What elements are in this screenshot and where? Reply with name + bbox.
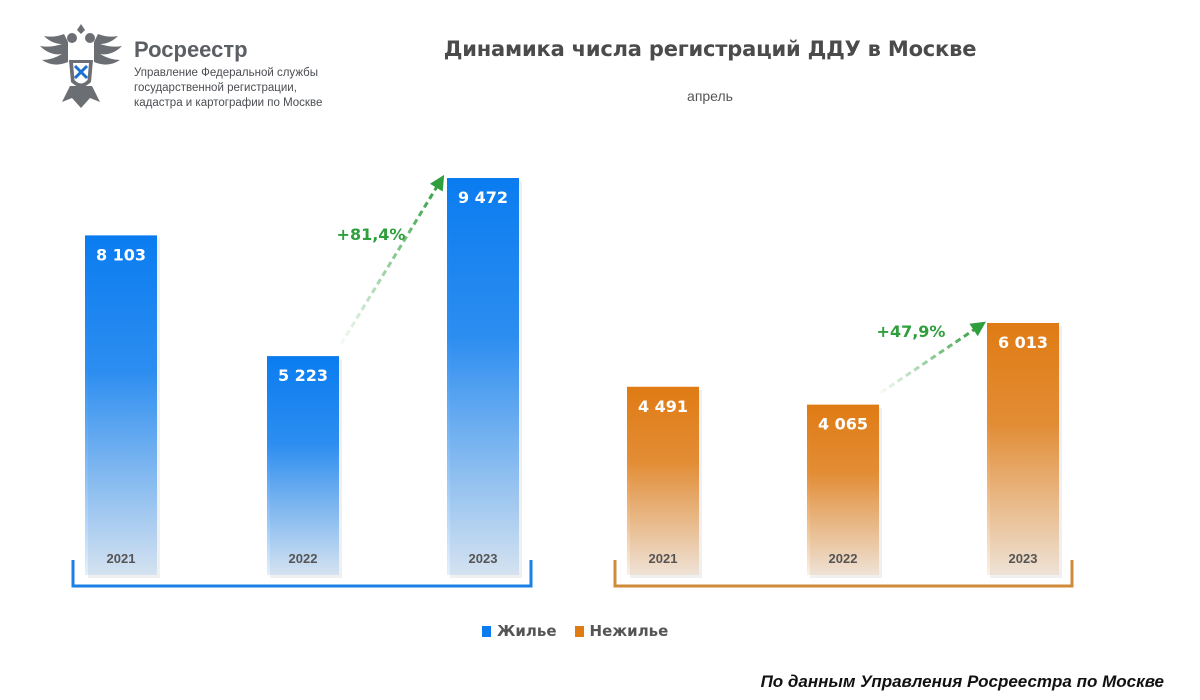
growth-arrow — [880, 321, 986, 394]
legend-item-housing: Жилье — [482, 622, 557, 640]
bar-value-label: 8 103 — [96, 245, 146, 264]
bar-value-label: 9 472 — [458, 188, 508, 207]
bar-nonresidential-2022 — [807, 404, 879, 575]
bar-value-label: 5 223 — [278, 366, 328, 385]
bar-housing-2021 — [85, 235, 157, 575]
org-subtitle-line: Управление Федеральной службы — [134, 67, 318, 79]
category-label: 2021 — [649, 551, 678, 566]
category-label: 2021 — [107, 551, 136, 566]
bar-value-label: 4 491 — [638, 397, 688, 416]
bar-nonresidential-2021 — [627, 386, 699, 575]
category-label: 2023 — [1009, 551, 1038, 566]
legend-label: Жилье — [497, 622, 557, 640]
legend-label: Нежилье — [589, 622, 669, 640]
category-label: 2022 — [829, 551, 858, 566]
group-bracket — [613, 560, 1074, 588]
bar-housing-2023 — [447, 178, 519, 575]
chart-title: Динамика числа регистраций ДДУ в Москве — [443, 37, 977, 61]
org-subtitle: Управление Федеральной службы государств… — [134, 66, 334, 111]
data-source-note: По данным Управления Росреестра по Москв… — [760, 672, 1164, 691]
legend-swatch-orange — [574, 625, 584, 637]
legend-item-nonresidential: Нежилье — [574, 622, 669, 640]
org-subtitle-line: кадастра и картографии по Москве — [134, 97, 323, 109]
group-bracket — [71, 560, 533, 588]
bar-nonresidential-2023 — [987, 322, 1059, 575]
org-subtitle-line: государственной регистрации, — [134, 82, 297, 94]
rosreestr-emblem-icon — [40, 24, 122, 108]
growth-label: +47,9% — [877, 322, 946, 341]
org-name: Росреестр — [134, 37, 248, 62]
legend-swatch-blue — [482, 625, 491, 637]
bar-value-label: 6 013 — [998, 333, 1048, 352]
category-label: 2022 — [289, 551, 318, 566]
legend: Жилье Нежилье — [482, 622, 668, 640]
chart-subtitle: апрель — [687, 88, 733, 104]
bar-housing-2022 — [267, 356, 339, 575]
category-label: 2023 — [469, 551, 498, 566]
growth-label: +81,4% — [337, 225, 406, 244]
bar-value-label: 4 065 — [818, 415, 868, 434]
growth-arrow — [339, 174, 445, 345]
